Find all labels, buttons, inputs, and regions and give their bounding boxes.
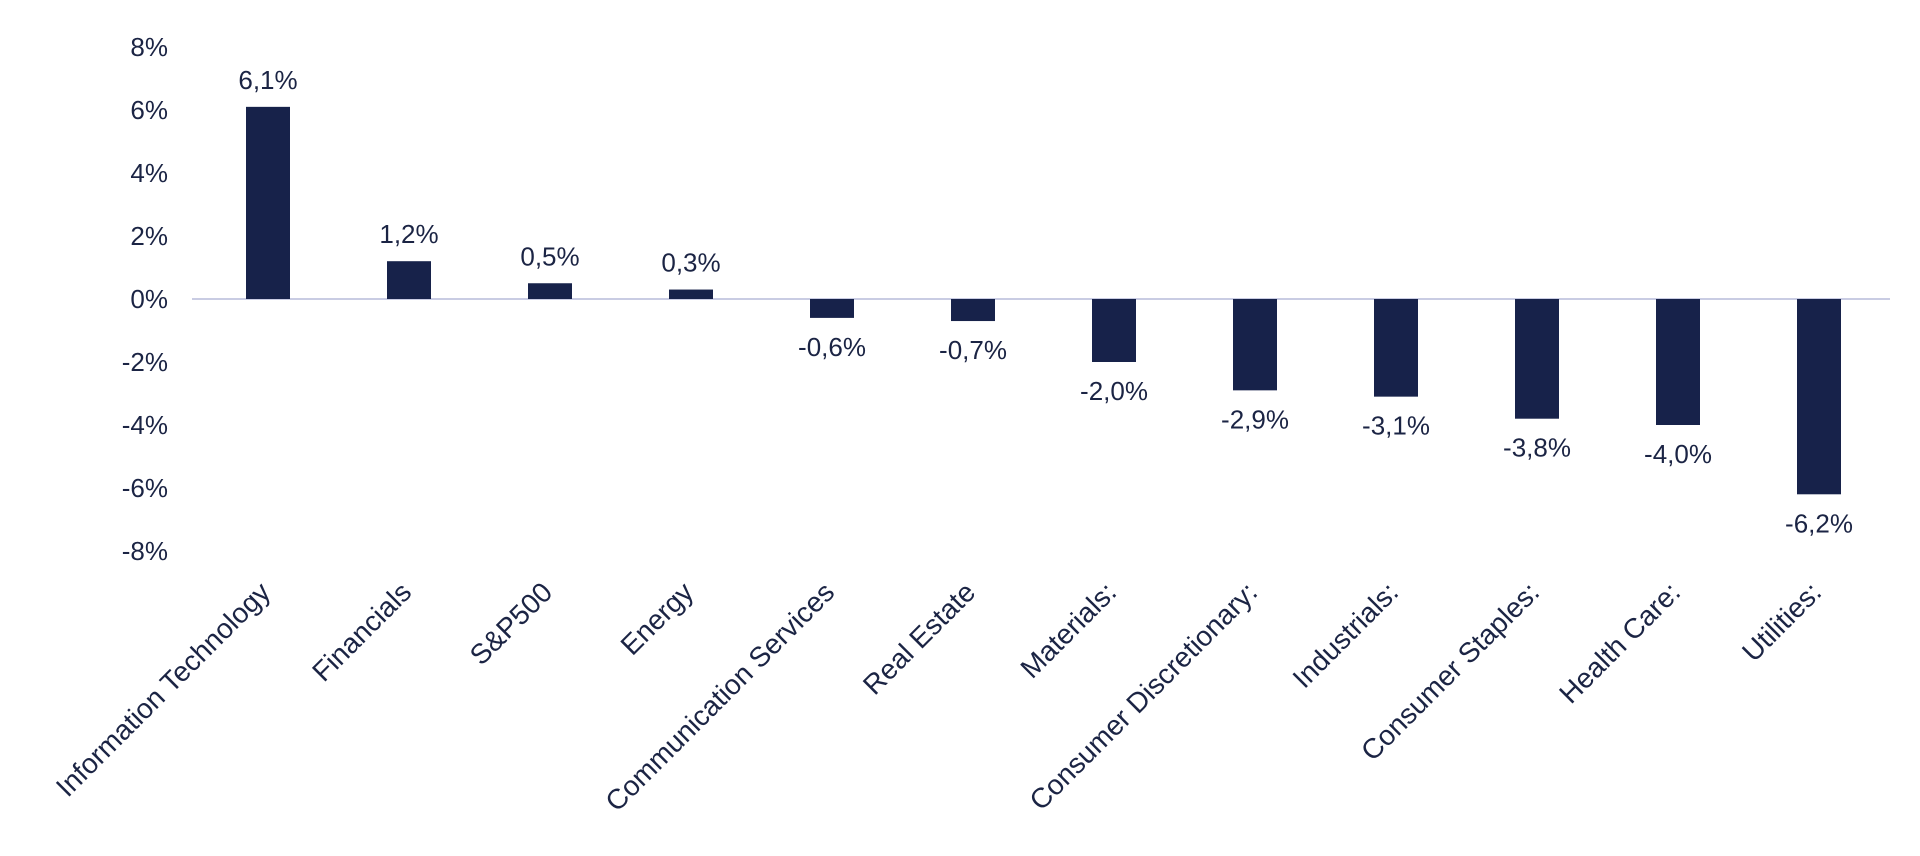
bar [669, 289, 713, 299]
bar [1515, 299, 1559, 419]
y-tick-label: -8% [122, 536, 168, 566]
data-label: -2,0% [1080, 376, 1148, 406]
data-label: 0,3% [661, 248, 720, 278]
data-labels: 6,1% 1,2% 0,5% 0,3% -0,6% -0,7% -2,0% -2,9% -3,1… [238, 65, 1853, 538]
category-label: S&P500 [464, 576, 559, 671]
y-tick-label: 2% [130, 221, 168, 251]
y-tick-label: 4% [130, 158, 168, 188]
bar [1092, 299, 1136, 362]
data-label: 6,1% [238, 65, 297, 95]
y-axis: 8% 6% 4% 2% 0% -2% -4% -6% -8% [122, 32, 168, 566]
category-label: Health Care: [1553, 576, 1686, 709]
data-label: -4,0% [1644, 439, 1712, 469]
x-axis: Information Technology Financials S&P500 En… [50, 576, 1827, 817]
category-label: Industrials: [1287, 576, 1405, 694]
category-label: Financials [306, 576, 417, 687]
bar [810, 299, 854, 318]
category-label: Utilities: [1736, 576, 1827, 667]
category-label: Communication Services [599, 576, 840, 817]
bar [246, 106, 290, 299]
y-tick-label: -6% [122, 473, 168, 503]
data-label: -3,8% [1503, 433, 1571, 463]
data-label: 1,2% [379, 219, 438, 249]
bar [951, 299, 995, 322]
y-tick-label: 0% [130, 284, 168, 314]
y-tick-label: 8% [130, 32, 168, 62]
bar [1656, 299, 1700, 425]
category-label: Consumer Discretionary: [1023, 576, 1263, 816]
bars [246, 106, 1841, 495]
data-label: 0,5% [520, 241, 579, 271]
data-label: -3,1% [1362, 411, 1430, 441]
y-tick-label: -4% [122, 410, 168, 440]
category-label: Information Technology [50, 576, 276, 802]
data-label: -0,7% [939, 335, 1007, 365]
category-label: Materials: [1014, 576, 1122, 684]
bar [1374, 299, 1418, 397]
category-label: Energy [615, 576, 700, 661]
data-label: -2,9% [1221, 404, 1289, 434]
bar [1797, 299, 1841, 495]
data-label: -6,2% [1785, 508, 1853, 538]
y-tick-label: 6% [130, 95, 168, 125]
bar [528, 283, 572, 299]
bar [387, 261, 431, 299]
data-label: -0,6% [798, 332, 866, 362]
category-label: Real Estate [857, 576, 981, 700]
y-tick-label: -2% [122, 347, 168, 377]
bar [1233, 299, 1277, 391]
